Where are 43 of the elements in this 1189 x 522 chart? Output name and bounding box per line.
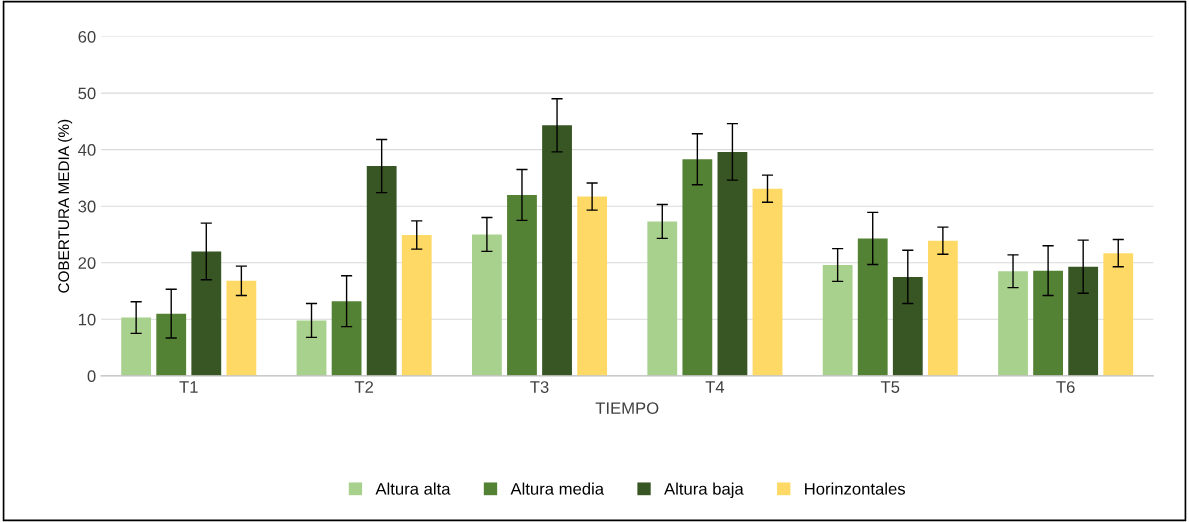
y-axis-title: COBERTURA MEDIA (%) [57,119,73,293]
y-tick-label: 40 [78,144,96,156]
x-tick-label: T5 [880,381,900,393]
bar [822,265,853,376]
bar [1103,253,1134,376]
legend-label: Altura media [510,482,605,495]
bar [542,125,572,376]
legend-label: Altura baja [664,482,744,499]
bar [1033,270,1064,376]
x-tick-label: T2 [354,381,374,393]
bar [507,194,537,376]
x-tick-label: T1 [179,381,198,393]
bar [892,276,923,376]
bar [156,313,187,376]
bar [752,188,783,376]
bar [998,271,1028,376]
bar [682,159,713,376]
y-tick-label: 20 [78,257,96,269]
y-tick-label: 30 [78,200,96,213]
bar [717,151,748,376]
bar [401,235,432,376]
bar [857,238,888,376]
y-tick-label: 10 [78,313,96,326]
x-tick-label: T6 [1056,381,1075,393]
bar [577,196,608,376]
bar [1068,266,1099,376]
bar [226,280,257,376]
y-tick-label: 60 [78,30,96,43]
legend-label: Horinzontales [805,482,906,495]
bar [471,234,502,376]
legend-label: Altura alta [375,482,451,495]
bar [191,251,222,376]
bar [366,166,397,376]
bar [121,317,152,376]
bar [647,221,678,376]
bar [927,240,958,376]
x-axis-title: TIEMPO [595,402,659,415]
x-tick-label: T4 [705,381,725,393]
x-tick-label: T3 [530,381,549,393]
bar [296,320,327,376]
y-tick-label: 50 [78,87,96,100]
y-tick-label: 0 [87,370,96,383]
bar [331,301,362,376]
